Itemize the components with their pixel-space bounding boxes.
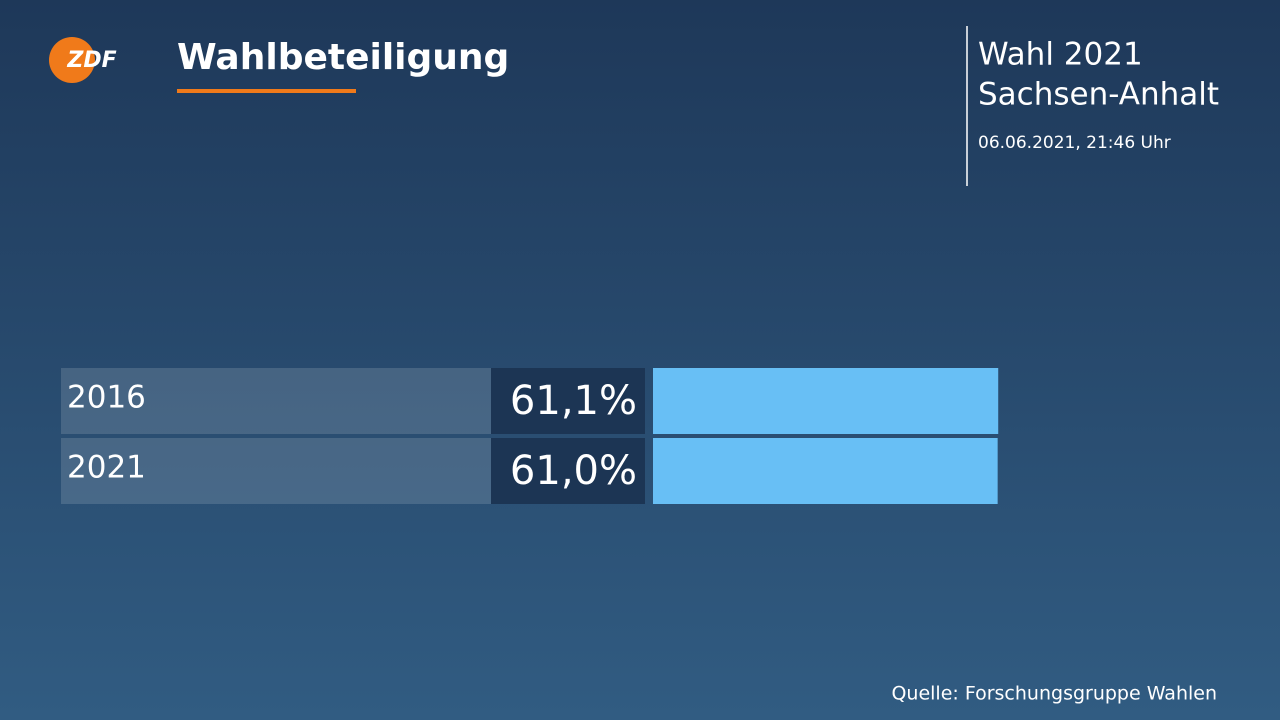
title-underline [177, 89, 356, 93]
value-label: 61,1% [510, 378, 637, 424]
value-label: 61,0% [510, 448, 637, 494]
header-line1: Wahl 2021 [978, 37, 1143, 73]
bar [653, 438, 998, 504]
logo: ZDF [66, 48, 116, 73]
category-box [61, 438, 491, 504]
category-box [61, 368, 491, 434]
category-label: 2016 [67, 380, 146, 416]
chart-title: Wahlbeteiligung [177, 37, 509, 78]
source: Quelle: Forschungsgruppe Wahlen [891, 683, 1217, 705]
value-box [491, 368, 645, 434]
category-label: 2021 [67, 450, 146, 486]
bar [653, 368, 999, 434]
value-box [491, 438, 645, 504]
logo-circle [49, 37, 95, 83]
header-line2: Sachsen-Anhalt [978, 77, 1219, 113]
timestamp: 06.06.2021, 21:46 Uhr [978, 133, 1171, 153]
